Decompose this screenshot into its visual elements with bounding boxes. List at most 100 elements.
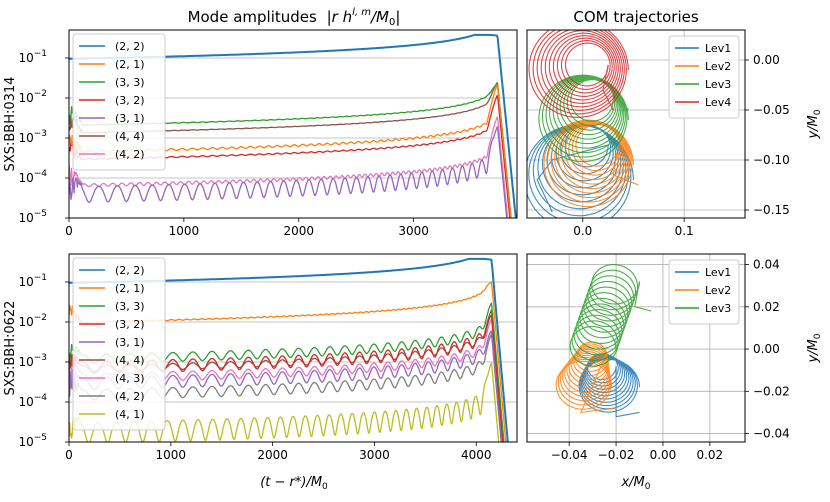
com-x-tick-label: 0.1 [675,224,694,238]
y-tick-exponent: −5 [34,209,47,219]
left-title-tail: /M [369,8,389,26]
com-y-tick-label: 0.04 [753,258,780,272]
legend-label: (4, 2) [115,390,145,403]
row-label: SXS:BBH:0314 [3,77,18,172]
left-xlabel-text: (t − r*)/M [260,475,322,490]
com-legend: Lev1 Lev2 Lev3 [668,259,740,325]
y-tick-label: 10−2 [18,89,47,105]
left-title-math: |r h [327,8,353,26]
y-tick-exponent: −4 [34,169,48,179]
com-y-tick-label: −0.10 [753,153,790,167]
series-line-31 [69,126,508,218]
y-tick-exponent: −1 [34,49,47,59]
y-tick-label: 10−5 [18,209,47,225]
com-ylabel-sub: 0 [813,109,823,115]
y-tick-label: 10−1 [18,49,47,65]
y-tick-exponent: −5 [34,433,47,443]
left-title-sup: l, m [352,7,371,18]
com-panel: −0.04 −0.02 0.00 0.02 0.04 0.02 0.00 −0.02 −0.04… [526,253,823,462]
y-tick-label: 10−3 [18,353,47,369]
amplitude-axes-frame [68,29,518,219]
track-group [555,264,652,418]
com-x-tick-label: −0.02 [598,448,635,462]
com-ylabel: y/M0 [806,109,823,139]
amplitude-panel: 10−1 10−2 10−3 10−4 10−5 0 1000 2000 3000 4000 (2,… [18,253,518,462]
left-xlabel-sub: 0 [322,482,328,492]
com-legend-label: Lev1 [705,42,731,55]
amplitude-legend: (2, 2) (2, 1) (3, 3) (3, 2) (3, 1) (4, 4) (4, … [72,257,166,431]
x-tick-label: 1000 [156,448,187,462]
com-y-tick-label: −0.15 [753,203,790,217]
x-tick-label: 1000 [169,224,200,238]
legend-label: (2, 1) [115,282,145,295]
com-y-tick-label: −0.05 [753,103,790,117]
amplitude-panel: 10−110−210−310−410−50 1000 2000 3000(2, 2)(… [18,29,518,238]
series-line-41 [69,361,500,442]
com-axes-frame [526,253,746,443]
svg-text:(t − r*)/M0: (t − r*)/M0 [260,475,328,492]
legend-label: (3, 1) [115,336,145,349]
x-tick-label: 0 [65,448,73,462]
left-xlabel: (t − r*)/M0 [260,475,328,492]
legend-label: (3, 2) [115,94,145,107]
x-tick-label: 2000 [257,448,288,462]
com-y-tick-label: 0.02 [753,300,780,314]
left-title: Mode amplitudes |r hl, m/M0| [188,7,401,28]
com-track-lev2 [543,119,639,208]
legend-label: (2, 2) [115,40,145,53]
y-tick-exponent: −2 [34,89,47,99]
y-tick-label: 10−2 [18,313,47,329]
y-tick-label: 10−5 [18,433,47,449]
y-tick-exponent: −1 [34,273,47,283]
com-track-lev3 [569,264,652,367]
legend-label: (2, 2) [115,264,145,277]
legend-label: (4, 1) [115,408,145,421]
y-tick-exponent: −3 [34,129,47,139]
right-xlabel: x/M0 [620,475,650,492]
right-xlabel-text: x/M [620,475,644,490]
com-x-tick-label: 0.0 [573,224,592,238]
x-tick-label: 3000 [359,448,390,462]
y-tick-exponent: −2 [34,313,47,323]
left-title-sub: 0 [389,17,395,28]
com-legend-label: Lev3 [705,302,731,315]
legend-label: (2, 1) [115,58,145,71]
com-x-tick-label: 0.00 [650,448,677,462]
com-ylabel: y/M0 [806,333,823,363]
com-x-tick-label: −0.04 [551,448,588,462]
legend-box [72,257,166,431]
legend-label: (3, 1) [115,112,145,125]
com-y-tick-label: 0.00 [753,53,780,67]
legend-label: (3, 2) [115,318,145,331]
com-legend-label: Lev2 [705,284,731,297]
com-ylabel-sub: 0 [813,333,823,339]
com-panel: 0.0 0.10.00−0.05−0.10−0.15y/M0Lev1Lev2Lev… [526,29,823,238]
y-tick-label: 10−4 [18,169,47,185]
legend-label: (3, 3) [115,76,145,89]
left-title-end: | [395,8,400,26]
com-y-tick-label: −0.02 [753,384,790,398]
x-tick-label: 4000 [461,448,492,462]
com-track-lev4 [528,30,629,118]
com-axes-frame [526,29,746,219]
svg-text:Mode amplitudes |r hl, m: Mode amplitudes |r hl, m/M0| [188,7,401,28]
legend-label: (4, 2) [115,148,145,161]
com-y-tick-label: −0.04 [753,427,790,441]
y-tick-label: 10−4 [18,393,47,409]
svg-text:x/M0: x/M0 [620,475,650,492]
x-tick-label: 2000 [283,224,314,238]
x-tick-label: 0 [65,224,73,238]
left-title-text: Mode amplitudes [188,8,317,26]
legend-label: (4, 3) [115,372,145,385]
y-tick-label: 10−1 [18,273,47,289]
legend-label: (4, 4) [115,354,145,367]
com-y-tick-label: 0.00 [753,342,780,356]
row-label: SXS:BBH:0622 [3,301,18,396]
y-tick-exponent: −3 [34,353,47,363]
y-tick-exponent: −4 [34,393,48,403]
com-legend-label: Lev3 [705,78,731,91]
amplitude-axes-frame [68,253,518,443]
y-tick-label: 10−3 [18,129,47,145]
